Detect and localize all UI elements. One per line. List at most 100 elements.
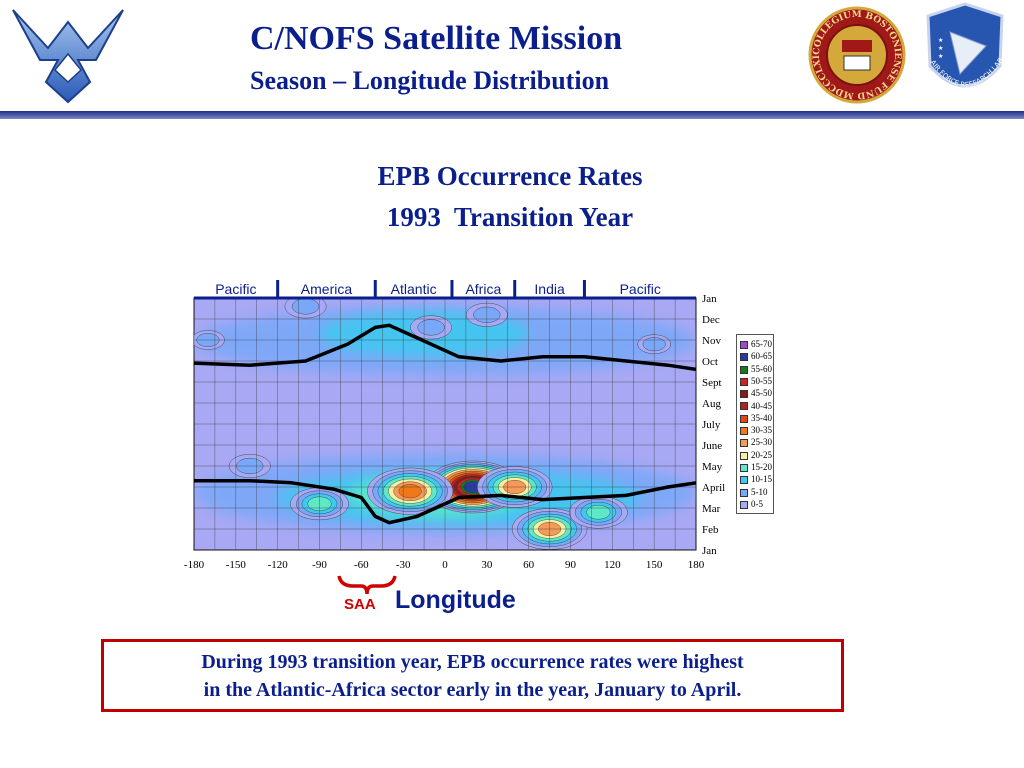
y-tick-label: Nov bbox=[702, 335, 721, 347]
legend-label: 15-20 bbox=[751, 462, 772, 472]
hotspot-ring bbox=[586, 504, 611, 520]
legend-swatch bbox=[740, 414, 748, 423]
legend-swatch bbox=[740, 463, 748, 472]
x-tick-label: 120 bbox=[604, 559, 621, 571]
legend-swatch bbox=[740, 365, 748, 374]
saa-label: SAA bbox=[344, 596, 376, 613]
legend-label: 30-35 bbox=[751, 425, 772, 436]
hotspot bbox=[367, 467, 454, 515]
caption-line2: in the Atlantic-Africa sector early in t… bbox=[203, 679, 742, 701]
legend-label: 10-15 bbox=[751, 474, 772, 485]
terminator-curve bbox=[194, 323, 696, 372]
svg-text:★: ★ bbox=[938, 37, 943, 44]
sector-label: America bbox=[301, 281, 353, 297]
legend-label: 35-40 bbox=[751, 412, 772, 423]
legend-label: 25-30 bbox=[751, 437, 772, 448]
y-tick-label: Jan bbox=[702, 545, 717, 557]
slide-title: C/NOFS Satellite Mission bbox=[250, 20, 623, 57]
slide-subtitle: Season – Longitude Distribution bbox=[250, 66, 610, 95]
y-tick-label: Sept bbox=[702, 377, 722, 389]
sector-label: India bbox=[534, 281, 565, 297]
legend-label: 5-10 bbox=[751, 486, 768, 497]
hotspot bbox=[284, 298, 327, 319]
legend-entry: 50-55 bbox=[740, 375, 772, 387]
chart-legend: 65-70 60-65 55-60 50-55 45-50 40-45 35-40 30-35… bbox=[736, 334, 774, 514]
legend-swatch bbox=[740, 488, 748, 497]
y-tick-labels: Jan Feb Mar April May June July Aug Sept Oct Nov De… bbox=[702, 293, 725, 557]
x-tick-labels: -180 -150 -120 -90 -60 -30 0 30 60 90 120 150 180 bbox=[184, 559, 705, 571]
svg-text:★: ★ bbox=[938, 45, 943, 52]
y-tick-label: Aug bbox=[702, 398, 721, 410]
legend-label: 20-25 bbox=[751, 449, 772, 460]
hotspot bbox=[569, 495, 628, 529]
legend-label: 40-45 bbox=[751, 400, 772, 411]
legend-swatch bbox=[740, 390, 748, 399]
legend-swatch bbox=[740, 340, 748, 349]
x-tick-label: 180 bbox=[688, 559, 705, 571]
x-tick-label: -120 bbox=[268, 559, 289, 571]
legend-swatch bbox=[740, 377, 748, 386]
legend-entry: 55-60 bbox=[740, 363, 772, 375]
air-force-logo bbox=[8, 2, 128, 115]
legend-label: 45-50 bbox=[751, 388, 772, 399]
y-tick-label: April bbox=[702, 482, 725, 494]
legend-swatch bbox=[740, 427, 748, 436]
caption-text: During 1993 transition year, EPB occurre… bbox=[101, 648, 844, 704]
terminator-curve bbox=[194, 478, 696, 525]
legend-swatch bbox=[740, 451, 748, 460]
boston-college-seal: COLLEGIUM BOSTONIENSE FUND MDCCCLXIII bbox=[806, 0, 906, 109]
x-tick-label: -60 bbox=[354, 559, 369, 571]
caption-box bbox=[101, 639, 844, 712]
sector-label: Atlantic bbox=[391, 281, 437, 297]
legend-swatch bbox=[740, 439, 748, 448]
chart-title: EPB Occurrence Rates 1993 Transition Yea… bbox=[200, 156, 820, 238]
sector-labels: Pacific America Atlantic Africa India Pacific bbox=[215, 280, 661, 297]
epb-heatmap-chart: -180 -150 -120 -90 -60 -30 0 30 60 90 120 150 180 Ja… bbox=[184, 280, 725, 571]
hotspot bbox=[410, 315, 452, 340]
legend-entry: 5-10 bbox=[740, 486, 768, 498]
legend-swatch bbox=[740, 500, 748, 509]
x-tick-label: 30 bbox=[481, 559, 493, 571]
legend-swatch bbox=[740, 402, 748, 411]
legend-label: 0-5 bbox=[751, 498, 763, 509]
hotspot-ring bbox=[292, 298, 320, 315]
legend-entry: 15-20 bbox=[740, 461, 772, 473]
y-tick-label: June bbox=[702, 440, 722, 452]
sector-label: Africa bbox=[465, 281, 501, 297]
legend-entry: 65-70 bbox=[740, 338, 772, 350]
x-tick-label: -90 bbox=[312, 559, 327, 571]
svg-text:★: ★ bbox=[938, 53, 943, 60]
hotspot-ring bbox=[398, 484, 422, 499]
legend-label: 65-70 bbox=[751, 339, 772, 349]
afrl-shield: ★ ★ ★ AIR FORCE RESEARCH LABORATORY bbox=[917, 0, 1010, 113]
x-tick-label: 150 bbox=[646, 559, 663, 571]
header-rule bbox=[0, 111, 1024, 119]
legend-entry: 30-35 bbox=[740, 424, 772, 436]
x-tick-label: 60 bbox=[523, 559, 535, 571]
hotspot-ring bbox=[417, 319, 445, 336]
x-tick-label: -150 bbox=[226, 559, 247, 571]
y-tick-label: July bbox=[702, 419, 721, 431]
legend-entry: 0-5 bbox=[740, 498, 763, 510]
legend-entry: 60-65 bbox=[740, 350, 772, 362]
legend-entry: 40-45 bbox=[740, 400, 772, 412]
terminator-curves bbox=[194, 323, 696, 525]
y-tick-label: May bbox=[702, 461, 723, 473]
sector-label: Pacific bbox=[215, 281, 256, 297]
saa-brace-icon bbox=[337, 575, 397, 595]
y-tick-label: Oct bbox=[702, 356, 718, 368]
caption-line1: During 1993 transition year, EPB occurre… bbox=[201, 651, 744, 673]
legend-label: 55-60 bbox=[751, 363, 772, 374]
x-tick-label: 90 bbox=[565, 559, 577, 571]
legend-swatch bbox=[740, 353, 748, 362]
legend-label: 60-65 bbox=[751, 351, 772, 362]
y-tick-label: Jan bbox=[702, 293, 717, 305]
legend-entry: 35-40 bbox=[740, 412, 772, 424]
x-tick-label: -180 bbox=[184, 559, 205, 571]
grid-lines bbox=[193, 296, 697, 551]
legend-swatch bbox=[740, 476, 748, 485]
legend-entry: 25-30 bbox=[740, 436, 772, 448]
x-axis-title: Longitude bbox=[395, 586, 516, 614]
legend-label: 50-55 bbox=[751, 375, 772, 386]
y-tick-label: Feb bbox=[702, 524, 719, 536]
